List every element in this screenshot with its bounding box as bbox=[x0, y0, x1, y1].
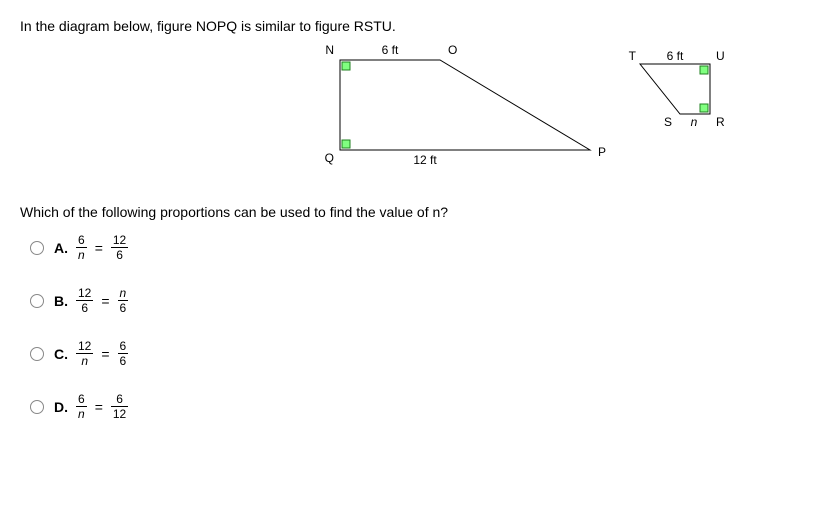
question-text: In the diagram below, figure NOPQ is sim… bbox=[20, 18, 808, 34]
fraction: 12n bbox=[76, 340, 93, 367]
label-S: S bbox=[664, 115, 672, 129]
option-row-B[interactable]: B.126 = n6 bbox=[20, 287, 808, 314]
option-letter: C. bbox=[54, 346, 76, 362]
fraction: 126 bbox=[111, 234, 128, 261]
fraction: 66 bbox=[118, 340, 129, 367]
equals-sign: = bbox=[101, 293, 109, 309]
label-U: U bbox=[716, 49, 725, 63]
label-Q: Q bbox=[325, 151, 334, 165]
fraction: n6 bbox=[118, 287, 129, 314]
options-list: A.6n=126B.126=n6C.12n=66D.6n=612 bbox=[20, 234, 808, 420]
radio-button[interactable] bbox=[30, 294, 44, 308]
option-letter: D. bbox=[54, 399, 76, 415]
diagram-area: N O P Q 6 ft 12 ft T U S R 6 ft n bbox=[20, 42, 808, 182]
figure-rstu: T U S R 6 ft n bbox=[629, 49, 725, 129]
label-N: N bbox=[325, 43, 334, 57]
option-row-A[interactable]: A.6n = 126 bbox=[20, 234, 808, 261]
fraction: 612 bbox=[111, 393, 128, 420]
option-letter: A. bbox=[54, 240, 76, 256]
label-top-len-2: 6 ft bbox=[667, 49, 684, 63]
label-R: R bbox=[716, 115, 725, 129]
radio-button[interactable] bbox=[30, 400, 44, 414]
equals-sign: = bbox=[95, 399, 103, 415]
label-T: T bbox=[629, 49, 637, 63]
figures-svg: N O P Q 6 ft 12 ft T U S R 6 ft n bbox=[20, 42, 808, 182]
figure-nopq: N O P Q 6 ft 12 ft bbox=[325, 43, 606, 167]
sub-question-text: Which of the following proportions can b… bbox=[20, 204, 808, 220]
radio-button[interactable] bbox=[30, 347, 44, 361]
label-O: O bbox=[448, 43, 457, 57]
radio-button[interactable] bbox=[30, 241, 44, 255]
label-top-len-1: 6 ft bbox=[382, 43, 399, 57]
label-bottom-len-1: 12 ft bbox=[413, 153, 437, 167]
equals-sign: = bbox=[101, 346, 109, 362]
label-P: P bbox=[598, 145, 606, 159]
equals-sign: = bbox=[95, 240, 103, 256]
fraction: 6n bbox=[76, 393, 87, 420]
fraction: 126 bbox=[76, 287, 93, 314]
option-row-D[interactable]: D.6n = 612 bbox=[20, 393, 808, 420]
label-bottom-len-2: n bbox=[691, 115, 698, 129]
option-row-C[interactable]: C.12n = 66 bbox=[20, 340, 808, 367]
fraction: 6n bbox=[76, 234, 87, 261]
option-letter: B. bbox=[54, 293, 76, 309]
